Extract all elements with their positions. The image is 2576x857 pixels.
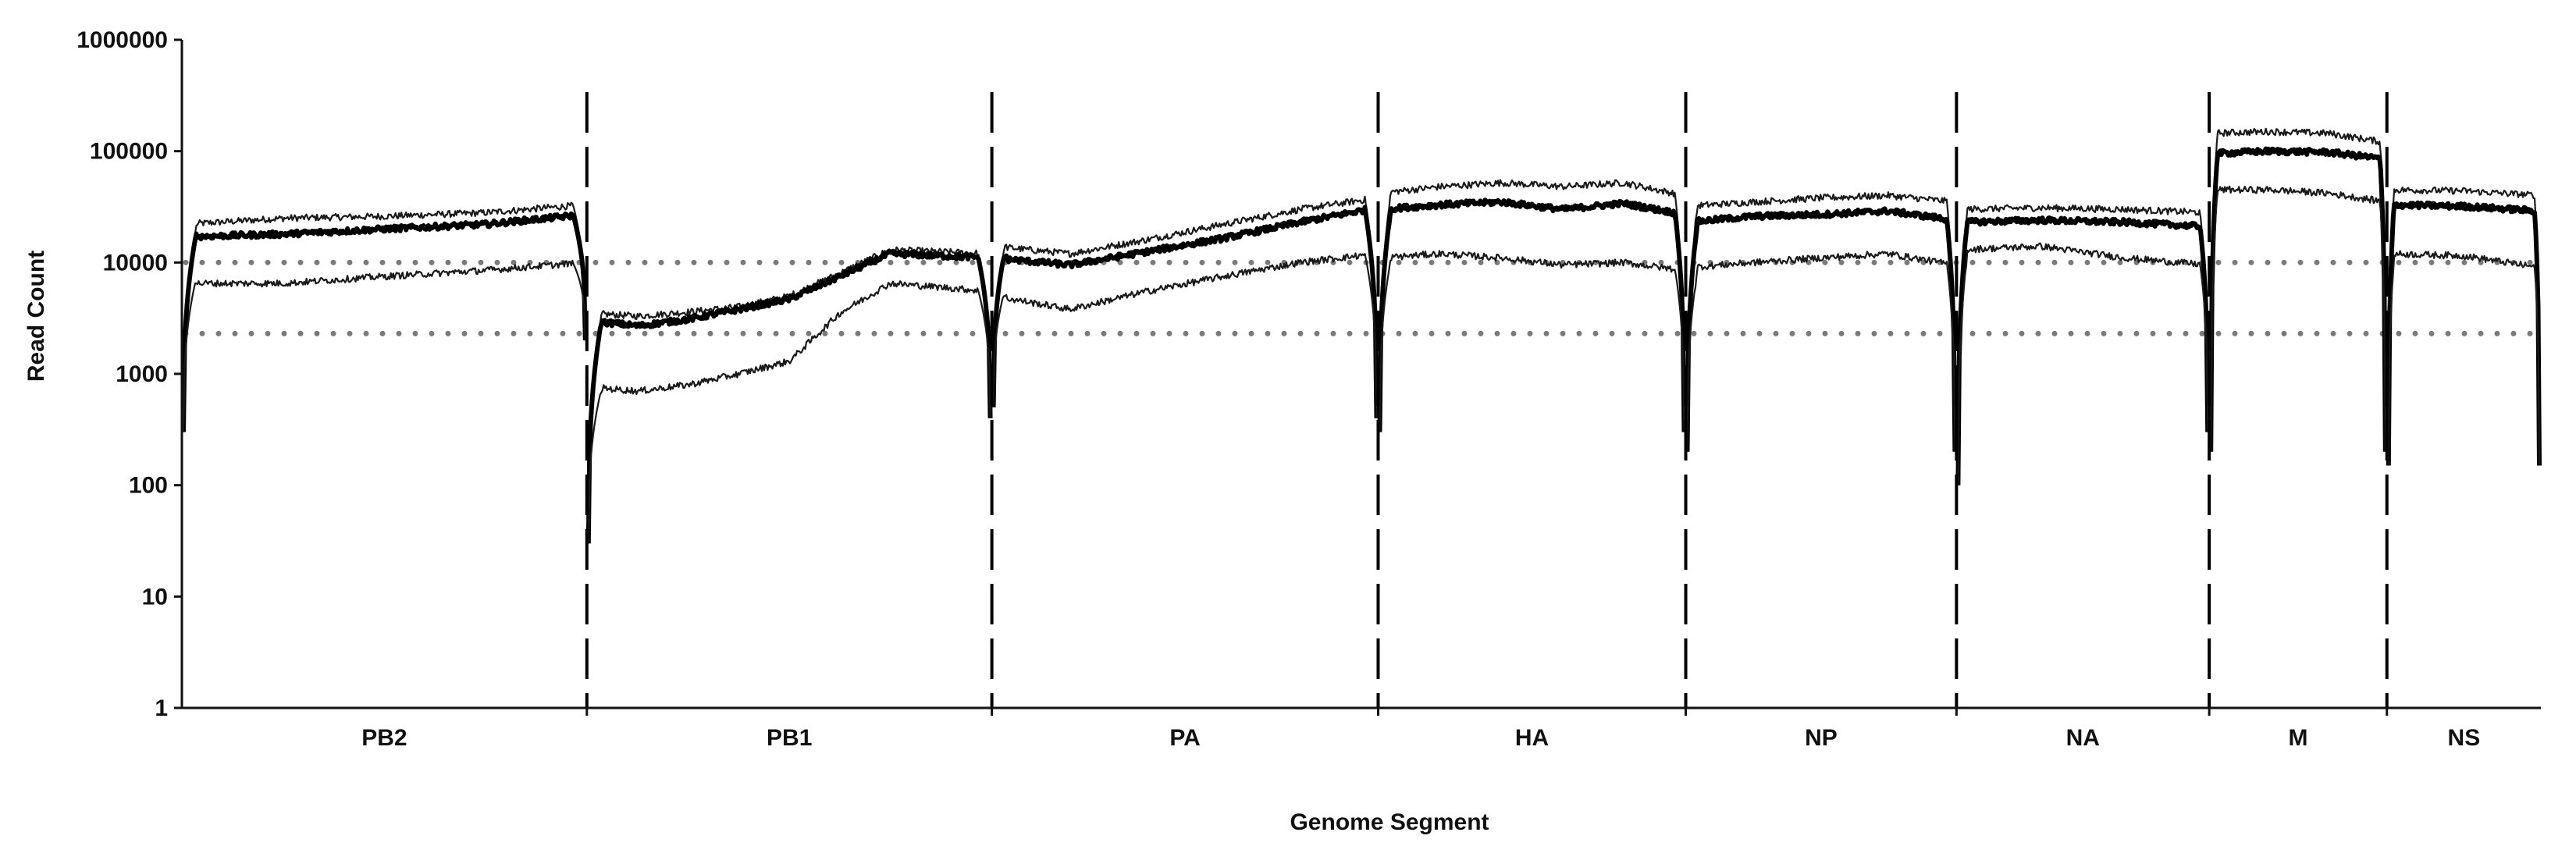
x-category-label: M [2288,725,2307,751]
x-axis-categories: PB2 PB1 PA HA NP NA M NS [361,708,2480,751]
y-tick-label: 10 [142,584,168,610]
series-line-segment [1377,197,1687,432]
x-category-label: NP [1805,725,1838,751]
series-line-segment [991,204,1379,418]
y-tick-label: 1 [155,695,168,721]
y-axis-title: Read Count [23,251,49,382]
series-line-segment [2387,250,2541,466]
x-category-label: PB2 [361,725,407,751]
series-line-segment [181,211,588,432]
y-tick-label: 1000 [116,361,168,387]
x-category-label: PA [1169,725,1200,751]
y-tick-label: 1000000 [76,27,168,53]
y-axis-ticks: 1 10 100 1000 10000 100000 1000000 [76,27,182,721]
series-line-segment [1379,179,1685,432]
y-tick-label: 10000 [103,250,168,276]
series-line-segment [992,195,1378,418]
series-line-segment [2386,200,2542,466]
series-line-segment [587,280,991,544]
series-line-segment [182,259,586,432]
series-line-segment [587,246,991,544]
series-line-segment [2387,187,2541,466]
coverage-series [181,127,2542,544]
series-line-segment [1957,204,2209,485]
series-line-segment [1379,250,1685,432]
series-line-segment [2208,146,2388,452]
x-category-label: HA [1515,725,1549,751]
x-category-label: NA [2066,725,2100,751]
series-line-segment [585,248,993,544]
series-line-segment [2210,185,2386,452]
series-line-segment [1957,242,2209,485]
x-category-label: NS [2448,725,2481,751]
segment-boundaries [585,92,2389,708]
series-line-segment [1686,251,1956,452]
axes [180,40,2541,709]
y-tick-label: 100000 [90,139,168,165]
x-axis-title: Genome Segment [1290,809,1489,835]
x-category-label: PB1 [767,725,812,751]
y-tick-label: 100 [129,473,168,499]
series-line-segment [992,252,1378,418]
series-line-segment [1686,191,1956,452]
series-line-segment [1955,215,2211,485]
reference-lines [183,259,2540,336]
series-line-segment [2210,127,2386,452]
series-line-segment [1685,206,1958,452]
series-line-segment [182,201,586,432]
